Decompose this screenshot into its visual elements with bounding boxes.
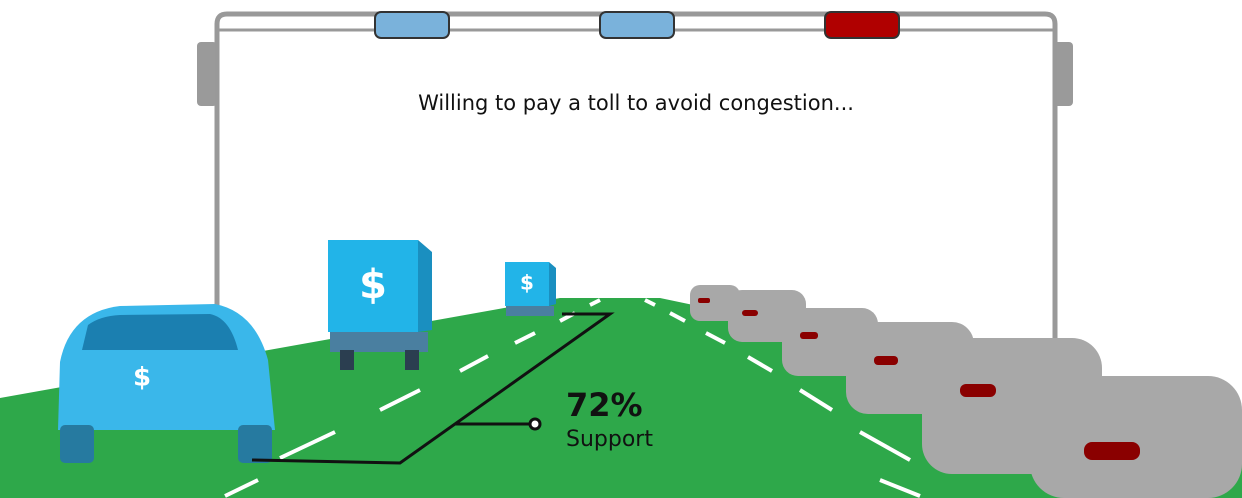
sign-text: Willing to pay a toll to avoid congestio… [418, 91, 854, 115]
dollar-icon: $ [520, 271, 534, 295]
dollar-icon: $ [359, 262, 387, 308]
stat-value: 72% [566, 386, 643, 424]
infographic: Willing to pay a toll to avoid congestio… [0, 0, 1242, 498]
dollar-icon: $ [133, 363, 151, 393]
stat-label: Support [566, 427, 653, 452]
